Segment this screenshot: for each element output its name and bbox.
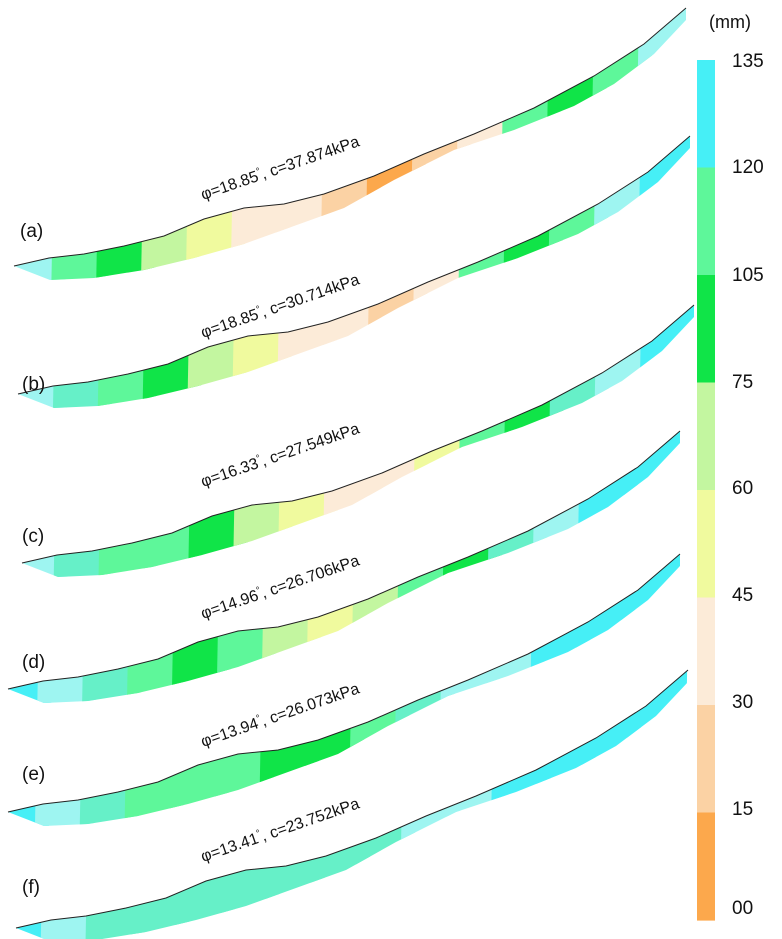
colorbar-swatch [697,705,715,814]
degree-symbol: ° [255,166,262,178]
slope-surface-line [15,669,689,929]
slope-surface-line [7,553,681,813]
displacement-zone [525,431,603,703]
panel-label: (c) [22,526,44,547]
colorbar-swatch [697,275,715,384]
displacement-zone [531,8,609,280]
slope-surface-line [17,135,691,395]
displacement-zone [535,136,613,408]
colorbar-label-15: 15 [732,799,753,820]
displacement-zone [16,670,73,939]
displacement-zone [18,136,75,408]
panel-label: (a) [20,221,43,242]
colorbar-label-60: 60 [732,478,753,499]
colorbar-swatch [697,60,715,169]
degree-symbol: ° [255,585,262,597]
colorbar-labels: 135 120 105 75 60 45 30 15 00 [732,51,764,919]
colorbar-label-30: 30 [732,692,753,713]
friction-angle: φ=14.96 [199,587,261,623]
friction-angle: φ=13.41 [199,830,261,866]
slope-surface-line [13,7,687,267]
colorbar-swatch [697,490,715,599]
colorbar-label-135: 135 [732,51,764,72]
degree-symbol: ° [255,828,262,840]
displacement-zone [173,8,250,280]
degree-symbol: ° [255,453,262,465]
colorbar-label-120: 120 [732,157,764,178]
colorbar-label-75: 75 [732,372,753,393]
friction-angle: φ=13.94 [199,715,261,751]
panel-label: (b) [22,374,45,395]
cohesion: , c=23.752kPa [259,795,362,845]
cohesion: , c=30.714kPa [259,271,362,321]
cohesion: , c=27.549kPa [259,420,362,470]
colorbar-label-00: 00 [732,898,753,919]
cohesion: , c=37.874kPa [259,133,362,183]
displacement-zone [533,670,611,939]
cohesion: , c=26.073kPa [259,680,362,730]
slope-panels: (a)φ=18.85°, c=37.874kPa(b)φ=18.85°, c=3… [7,7,695,939]
colorbar-unit: (mm) [709,12,751,32]
cohesion: , c=26.706kPa [259,552,362,602]
colorbar-swatches [697,60,715,921]
displacement-zone [22,305,79,577]
displacement-zone [8,431,65,703]
strength-parameters: φ=16.33°, c=27.549kPa [198,420,361,491]
displacement-zone [494,305,572,577]
degree-symbol: ° [255,304,262,316]
displacement-zone [256,554,334,826]
displacement-zone [256,431,334,703]
colorbar-swatch [697,167,715,276]
displacement-zone [525,554,603,826]
displacement-zone [262,8,340,280]
displacement-zone [14,8,71,280]
colorbar: (mm) 135 120 105 75 60 45 30 15 00 [697,12,764,921]
colorbar-swatch [697,597,715,706]
colorbar-label-105: 105 [732,265,764,286]
colorbar-swatch [697,382,715,491]
displacement-zone [360,305,438,577]
panel-label: (d) [22,652,45,673]
displacement-zone [8,554,65,826]
displacement-zone [539,305,617,577]
panel-label: (f) [22,877,40,898]
slope-surface-line [7,430,681,690]
displacement-zone [488,670,566,939]
displacement-zone [490,136,568,408]
slope-surface-line [21,304,695,564]
displacement-zone [615,431,680,703]
displacement-zone [264,670,342,939]
displacement-zone [486,8,564,280]
degree-symbol: ° [255,713,262,725]
displacement-zone [444,670,521,939]
colorbar-label-45: 45 [732,585,753,606]
friction-angle: φ=16.33 [199,455,261,491]
colorbar-swatch [697,812,715,921]
friction-angle: φ=18.85 [199,168,261,204]
panel-label: (e) [22,764,45,785]
